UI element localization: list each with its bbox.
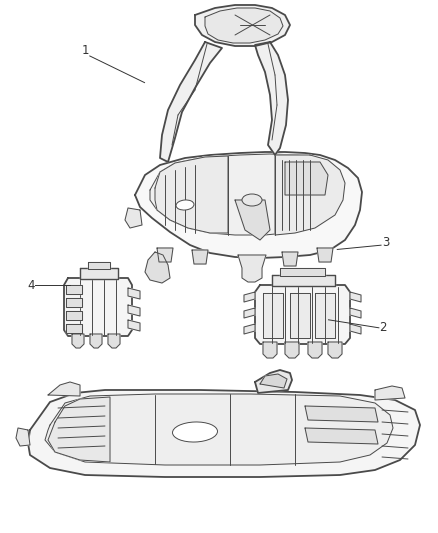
Text: 3: 3 (382, 236, 389, 249)
Polygon shape (16, 428, 30, 446)
Ellipse shape (176, 200, 194, 210)
Polygon shape (238, 255, 266, 282)
Polygon shape (290, 293, 310, 338)
Polygon shape (135, 152, 362, 258)
Polygon shape (350, 292, 361, 302)
Polygon shape (48, 397, 110, 462)
Text: 1: 1 (81, 44, 89, 57)
Polygon shape (66, 285, 82, 294)
Polygon shape (244, 292, 255, 302)
Polygon shape (157, 248, 173, 262)
Polygon shape (88, 262, 110, 269)
Polygon shape (315, 293, 335, 338)
Polygon shape (255, 42, 288, 155)
Polygon shape (205, 8, 283, 43)
Polygon shape (308, 342, 322, 358)
Polygon shape (235, 200, 270, 240)
Polygon shape (328, 342, 342, 358)
Polygon shape (66, 324, 82, 333)
Polygon shape (80, 268, 118, 279)
Polygon shape (350, 308, 361, 318)
Polygon shape (350, 324, 361, 334)
Polygon shape (90, 334, 102, 348)
Polygon shape (160, 42, 222, 162)
Polygon shape (125, 208, 142, 228)
Polygon shape (108, 334, 120, 348)
Text: 2: 2 (379, 321, 387, 334)
Polygon shape (128, 320, 140, 331)
Polygon shape (45, 394, 393, 465)
Polygon shape (263, 293, 283, 338)
Polygon shape (155, 156, 228, 233)
Polygon shape (195, 5, 290, 46)
Polygon shape (282, 252, 298, 266)
Polygon shape (280, 268, 325, 276)
Polygon shape (285, 162, 328, 195)
Polygon shape (375, 386, 405, 400)
Polygon shape (66, 311, 82, 320)
Polygon shape (128, 305, 140, 316)
Polygon shape (48, 382, 80, 396)
Polygon shape (145, 252, 170, 283)
Polygon shape (275, 155, 345, 235)
Polygon shape (260, 374, 287, 388)
Polygon shape (244, 308, 255, 318)
Polygon shape (66, 298, 82, 307)
Polygon shape (244, 324, 255, 334)
Polygon shape (305, 428, 378, 444)
Polygon shape (285, 342, 299, 358)
Ellipse shape (242, 194, 262, 206)
Polygon shape (263, 342, 277, 358)
Polygon shape (72, 334, 84, 348)
Polygon shape (128, 288, 140, 299)
Polygon shape (150, 154, 340, 235)
Polygon shape (255, 370, 292, 393)
Ellipse shape (173, 422, 218, 442)
Polygon shape (255, 285, 350, 344)
Polygon shape (64, 278, 132, 336)
Text: 4: 4 (27, 279, 35, 292)
Polygon shape (192, 250, 208, 264)
Polygon shape (272, 275, 335, 286)
Polygon shape (317, 248, 333, 262)
Polygon shape (305, 406, 378, 422)
Polygon shape (28, 390, 420, 477)
